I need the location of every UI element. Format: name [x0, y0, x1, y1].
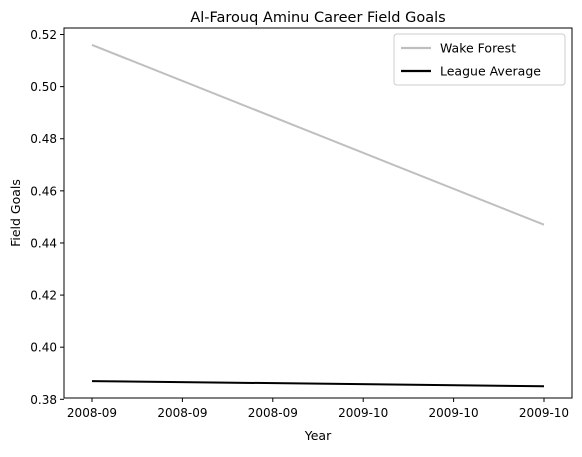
y-tick-label: 0.52 — [30, 28, 57, 42]
x-tick-label: 2008-09 — [157, 406, 207, 420]
series-line-wake-forest — [91, 44, 545, 226]
y-tick-label: 0.42 — [30, 289, 57, 303]
legend-label-wake-forest: Wake Forest — [440, 41, 516, 56]
series-lines — [91, 44, 545, 388]
x-tick-label: 2009-10 — [429, 406, 479, 420]
legend-label-league-average: League Average — [440, 64, 541, 79]
chart-legend: Wake Forest League Average — [393, 33, 566, 86]
x-tick-label: 2009-10 — [519, 406, 569, 420]
chart-title: Al-Farouq Aminu Career Field Goals — [190, 10, 445, 26]
y-tick-label: 0.40 — [30, 341, 57, 355]
legend-box — [393, 33, 566, 86]
y-tick-label: 0.38 — [30, 393, 57, 407]
y-tick-label: 0.50 — [30, 80, 57, 94]
y-axis: 0.38 0.40 0.42 0.44 0.46 0.48 0.50 0.52 — [30, 28, 64, 407]
x-tick-label: 2008-09 — [67, 406, 117, 420]
y-tick-label: 0.44 — [30, 236, 57, 250]
y-axis-label: Field Goals — [8, 179, 23, 247]
x-tick-label: 2009-10 — [338, 406, 388, 420]
y-tick-label: 0.46 — [30, 184, 57, 198]
x-tick-label: 2008-09 — [248, 406, 298, 420]
series-line-league-average — [91, 380, 545, 388]
plot-frame — [63, 27, 573, 399]
x-axis: 2008-09 2008-09 2008-09 2009-10 2009-10 2009-… — [67, 398, 569, 420]
x-axis-label: Year — [304, 428, 332, 443]
y-tick-label: 0.48 — [30, 132, 57, 146]
